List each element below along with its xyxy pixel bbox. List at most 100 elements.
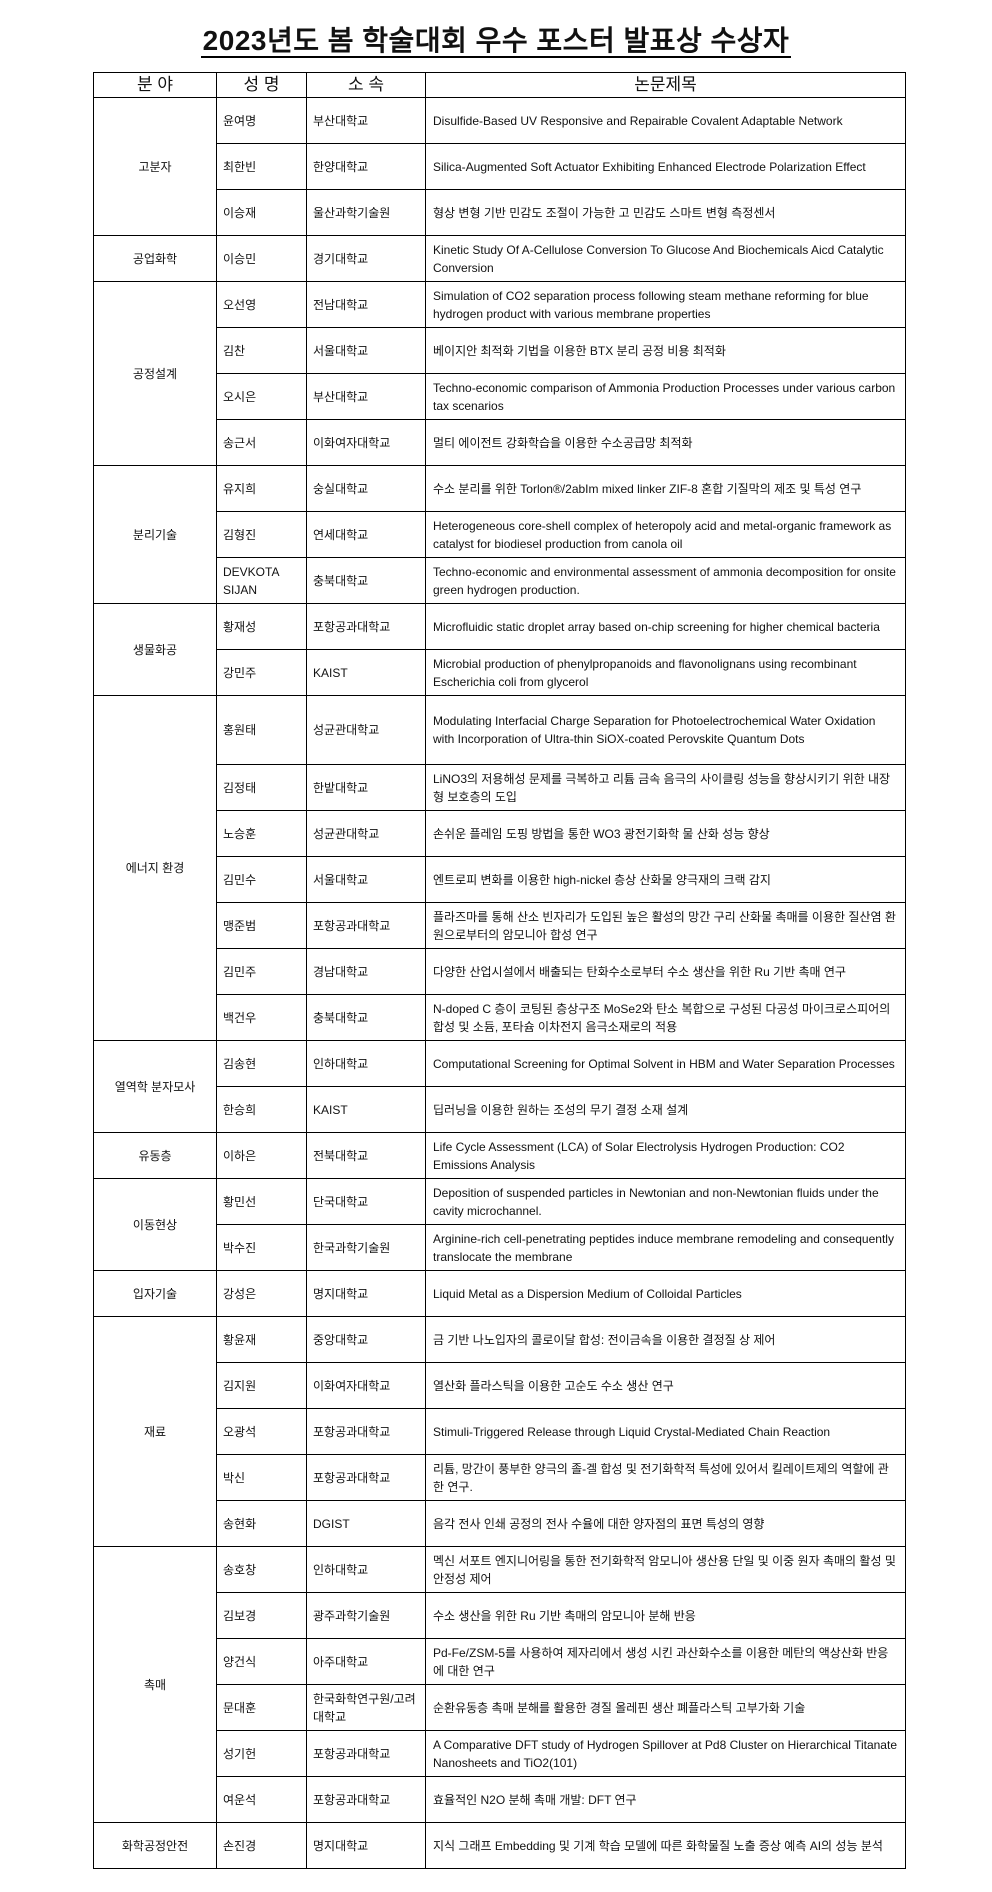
affiliation-cell: 서울대학교 bbox=[306, 327, 426, 374]
name-cell: 이승민 bbox=[216, 235, 307, 282]
name-cell: 오선영 bbox=[216, 281, 307, 328]
field-cell: 재료 bbox=[93, 1316, 217, 1547]
affiliation-cell: 연세대학교 bbox=[306, 511, 426, 558]
table-row: 김찬 서울대학교 베이지안 최적화 기법을 이용한 BTX 분리 공정 비용 최적화 bbox=[94, 327, 906, 374]
paper-title-cell: 손쉬운 플레임 도핑 방법을 통한 WO3 광전기화학 물 산화 성능 향상 bbox=[425, 810, 906, 857]
paper-title-cell: 금 기반 나노입자의 콜로이달 합성: 전이금속을 이용한 결정질 상 제어 bbox=[425, 1316, 906, 1363]
paper-title-cell: 멀티 에이전트 강화학습을 이용한 수소공급망 최적화 bbox=[425, 419, 906, 466]
paper-title-cell: Heterogeneous core-shell complex of hete… bbox=[425, 511, 906, 558]
table-row: 최한빈 한양대학교 Silica-Augmented Soft Actuator E… bbox=[94, 143, 906, 190]
paper-title-cell: Arginine-rich cell-penetrating peptides … bbox=[425, 1224, 906, 1271]
affiliation-cell: 이화여자대학교 bbox=[306, 1362, 426, 1409]
paper-title-cell: 리튬, 망간이 풍부한 양극의 졸-겔 합성 및 전기화학적 특성에 있어서 킬… bbox=[425, 1454, 906, 1501]
name-cell: 맹준범 bbox=[216, 902, 307, 949]
affiliation-cell: 충북대학교 bbox=[306, 994, 426, 1041]
affiliation-cell: 한밭대학교 bbox=[306, 764, 426, 811]
paper-title-cell: N-doped C 층이 코팅된 층상구조 MoSe2와 탄소 복합으로 구성된… bbox=[425, 994, 906, 1041]
name-cell: 최한빈 bbox=[216, 143, 307, 190]
name-cell: 황윤재 bbox=[216, 1316, 307, 1363]
table-row: 화학공정안전 손진경 명지대학교 지식 그래프 Embedding 및 기계 학습 모… bbox=[93, 1822, 906, 1869]
name-cell: 김민주 bbox=[216, 948, 307, 995]
table-row: 에너지 환경 홍원태 성균관대학교 Modulating Interfacial Ch… bbox=[93, 695, 906, 1041]
paper-title-cell: 플라즈마를 통해 산소 빈자리가 도입된 높은 활성의 망간 구리 산화물 촉매… bbox=[425, 902, 906, 949]
name-cell: 송호창 bbox=[216, 1546, 307, 1593]
field-cell: 이동현상 bbox=[93, 1178, 217, 1271]
affiliation-cell: 명지대학교 bbox=[306, 1822, 426, 1869]
affiliation-cell: 서울대학교 bbox=[306, 856, 426, 903]
name-cell: 김송현 bbox=[216, 1040, 307, 1087]
affiliation-cell: 한국화학연구원/고려대학교 bbox=[306, 1684, 426, 1731]
affiliation-cell: 포항공과대학교 bbox=[306, 1454, 426, 1501]
paper-title-cell: 멕신 서포트 엔지니어링을 통한 전기화학적 암모니아 생산용 단일 및 이중 … bbox=[425, 1546, 906, 1593]
field-cell: 화학공정안전 bbox=[93, 1822, 217, 1869]
name-cell: 이하은 bbox=[216, 1132, 307, 1179]
table-row: 양건식 아주대학교 Pd-Fe/ZSM-5를 사용하여 제자리에서 생성 시킨 과산… bbox=[94, 1638, 906, 1685]
affiliation-cell: 성균관대학교 bbox=[306, 810, 426, 857]
name-cell: 김보경 bbox=[216, 1592, 307, 1639]
paper-title-cell: 열산화 플라스틱을 이용한 고순도 수소 생산 연구 bbox=[425, 1362, 906, 1409]
affiliation-cell: KAIST bbox=[306, 1086, 426, 1133]
paper-title-cell: Life Cycle Assessment (LCA) of Solar Ele… bbox=[425, 1132, 906, 1179]
table-row: 강민주 KAIST Microbial production of phenylpr… bbox=[94, 649, 906, 696]
table-row: 재료 황윤재 중앙대학교 금 기반 나노입자의 콜로이달 합성: 전이금속을 이용한 … bbox=[93, 1316, 906, 1547]
name-cell: 홍원태 bbox=[216, 695, 307, 765]
header-name: 성 명 bbox=[216, 72, 307, 98]
affiliation-cell: 성균관대학교 bbox=[306, 695, 426, 765]
affiliation-cell: 명지대학교 bbox=[306, 1270, 426, 1317]
table-row: 고분자 윤여명 부산대학교 Disulfide-Based UV Responsive… bbox=[93, 97, 906, 236]
affiliation-cell: 전북대학교 bbox=[306, 1132, 426, 1179]
affiliation-cell: 경기대학교 bbox=[306, 235, 426, 282]
paper-title-cell: 수소 생산을 위한 Ru 기반 촉매의 암모니아 분해 반응 bbox=[425, 1592, 906, 1639]
paper-title-cell: Disulfide-Based UV Responsive and Repair… bbox=[425, 97, 906, 144]
affiliation-cell: 인하대학교 bbox=[306, 1040, 426, 1087]
table-row: 유동층 이하은 전북대학교 Life Cycle Assessment (LCA) o… bbox=[93, 1132, 906, 1179]
table-row: 한승희 KAIST 딥러닝을 이용한 원하는 조성의 무기 결정 소재 설계 bbox=[94, 1086, 906, 1133]
field-cell: 에너지 환경 bbox=[93, 695, 217, 1041]
paper-title-cell: Microbial production of phenylpropanoids… bbox=[425, 649, 906, 696]
affiliation-cell: 숭실대학교 bbox=[306, 465, 426, 512]
table-body: 고분자 윤여명 부산대학교 Disulfide-Based UV Responsive… bbox=[93, 97, 906, 1869]
affiliation-cell: 경남대학교 bbox=[306, 948, 426, 995]
paper-title-cell: LiNO3의 저용해성 문제를 극복하고 리튬 금속 음극의 사이클링 성능을 … bbox=[425, 764, 906, 811]
paper-title-cell: Pd-Fe/ZSM-5를 사용하여 제자리에서 생성 시킨 과산화수소를 이용한… bbox=[425, 1638, 906, 1685]
affiliation-cell: 인하대학교 bbox=[306, 1546, 426, 1593]
table-row: 김민수 서울대학교 엔트로피 변화를 이용한 high-nickel 층상 산화물 … bbox=[94, 856, 906, 903]
affiliation-cell: DGIST bbox=[306, 1500, 426, 1547]
table-row: 오시은 부산대학교 Techno-economic comparison of Am… bbox=[94, 373, 906, 420]
affiliation-cell: 포항공과대학교 bbox=[306, 1408, 426, 1455]
table-row: 생물화공 황재성 포항공과대학교 Microfluidic static drople… bbox=[93, 603, 906, 696]
table-row: 김정태 한밭대학교 LiNO3의 저용해성 문제를 극복하고 리튬 금속 음극의 사… bbox=[94, 764, 906, 811]
paper-title-cell: 지식 그래프 Embedding 및 기계 학습 모델에 따른 화학물질 노출 … bbox=[425, 1822, 906, 1869]
affiliation-cell: 충북대학교 bbox=[306, 557, 426, 604]
paper-title-cell: 베이지안 최적화 기법을 이용한 BTX 분리 공정 비용 최적화 bbox=[425, 327, 906, 374]
paper-title-cell: Stimuli-Triggered Release through Liquid… bbox=[425, 1408, 906, 1455]
field-cell: 생물화공 bbox=[93, 603, 217, 696]
field-cell: 열역학 분자모사 bbox=[93, 1040, 217, 1133]
table-row: 여운석 포항공과대학교 효율적인 N2O 분해 촉매 개발: DFT 연구 bbox=[94, 1776, 906, 1823]
table-row: 분리기술 유지희 숭실대학교 수소 분리를 위한 Torlon®/2abIm mixe… bbox=[93, 465, 906, 604]
page-title: 2023년도 봄 학술대회 우수 포스터 발표상 수상자 bbox=[0, 24, 992, 58]
affiliation-cell: 중앙대학교 bbox=[306, 1316, 426, 1363]
affiliation-cell: 부산대학교 bbox=[306, 373, 426, 420]
affiliation-cell: 한국과학기술원 bbox=[306, 1224, 426, 1271]
table-row: 이승재 울산과학기술원 형상 변형 기반 민감도 조절이 가능한 고 민감도 스마트… bbox=[94, 189, 906, 236]
paper-title-cell: Modulating Interfacial Charge Separation… bbox=[425, 695, 906, 765]
table-row: 촉매 송호창 인하대학교 멕신 서포트 엔지니어링을 통한 전기화학적 암모니아 생산… bbox=[93, 1546, 906, 1823]
name-cell: 윤여명 bbox=[216, 97, 307, 144]
field-cell: 공업화학 bbox=[93, 235, 217, 282]
name-cell: 한승희 bbox=[216, 1086, 307, 1133]
paper-title-cell: 엔트로피 변화를 이용한 high-nickel 층상 산화물 양극재의 크랙 … bbox=[425, 856, 906, 903]
name-cell: 백건우 bbox=[216, 994, 307, 1041]
paper-title-cell: 딥러닝을 이용한 원하는 조성의 무기 결정 소재 설계 bbox=[425, 1086, 906, 1133]
paper-title-cell: A Comparative DFT study of Hydrogen Spil… bbox=[425, 1730, 906, 1777]
header-field: 분 야 bbox=[93, 72, 217, 98]
paper-title-cell: Microfluidic static droplet array based … bbox=[425, 603, 906, 650]
affiliation-cell: 이화여자대학교 bbox=[306, 419, 426, 466]
affiliation-cell: 울산과학기술원 bbox=[306, 189, 426, 236]
name-cell: 유지희 bbox=[216, 465, 307, 512]
paper-title-cell: 다양한 산업시설에서 배출되는 탄화수소로부터 수소 생산을 위한 Ru 기반 … bbox=[425, 948, 906, 995]
table-row: 입자기술 강성은 명지대학교 Liquid Metal as a Dispersion… bbox=[93, 1270, 906, 1317]
name-cell: 강민주 bbox=[216, 649, 307, 696]
field-cell: 입자기술 bbox=[93, 1270, 217, 1317]
paper-title-cell: Deposition of suspended particles in New… bbox=[425, 1178, 906, 1225]
